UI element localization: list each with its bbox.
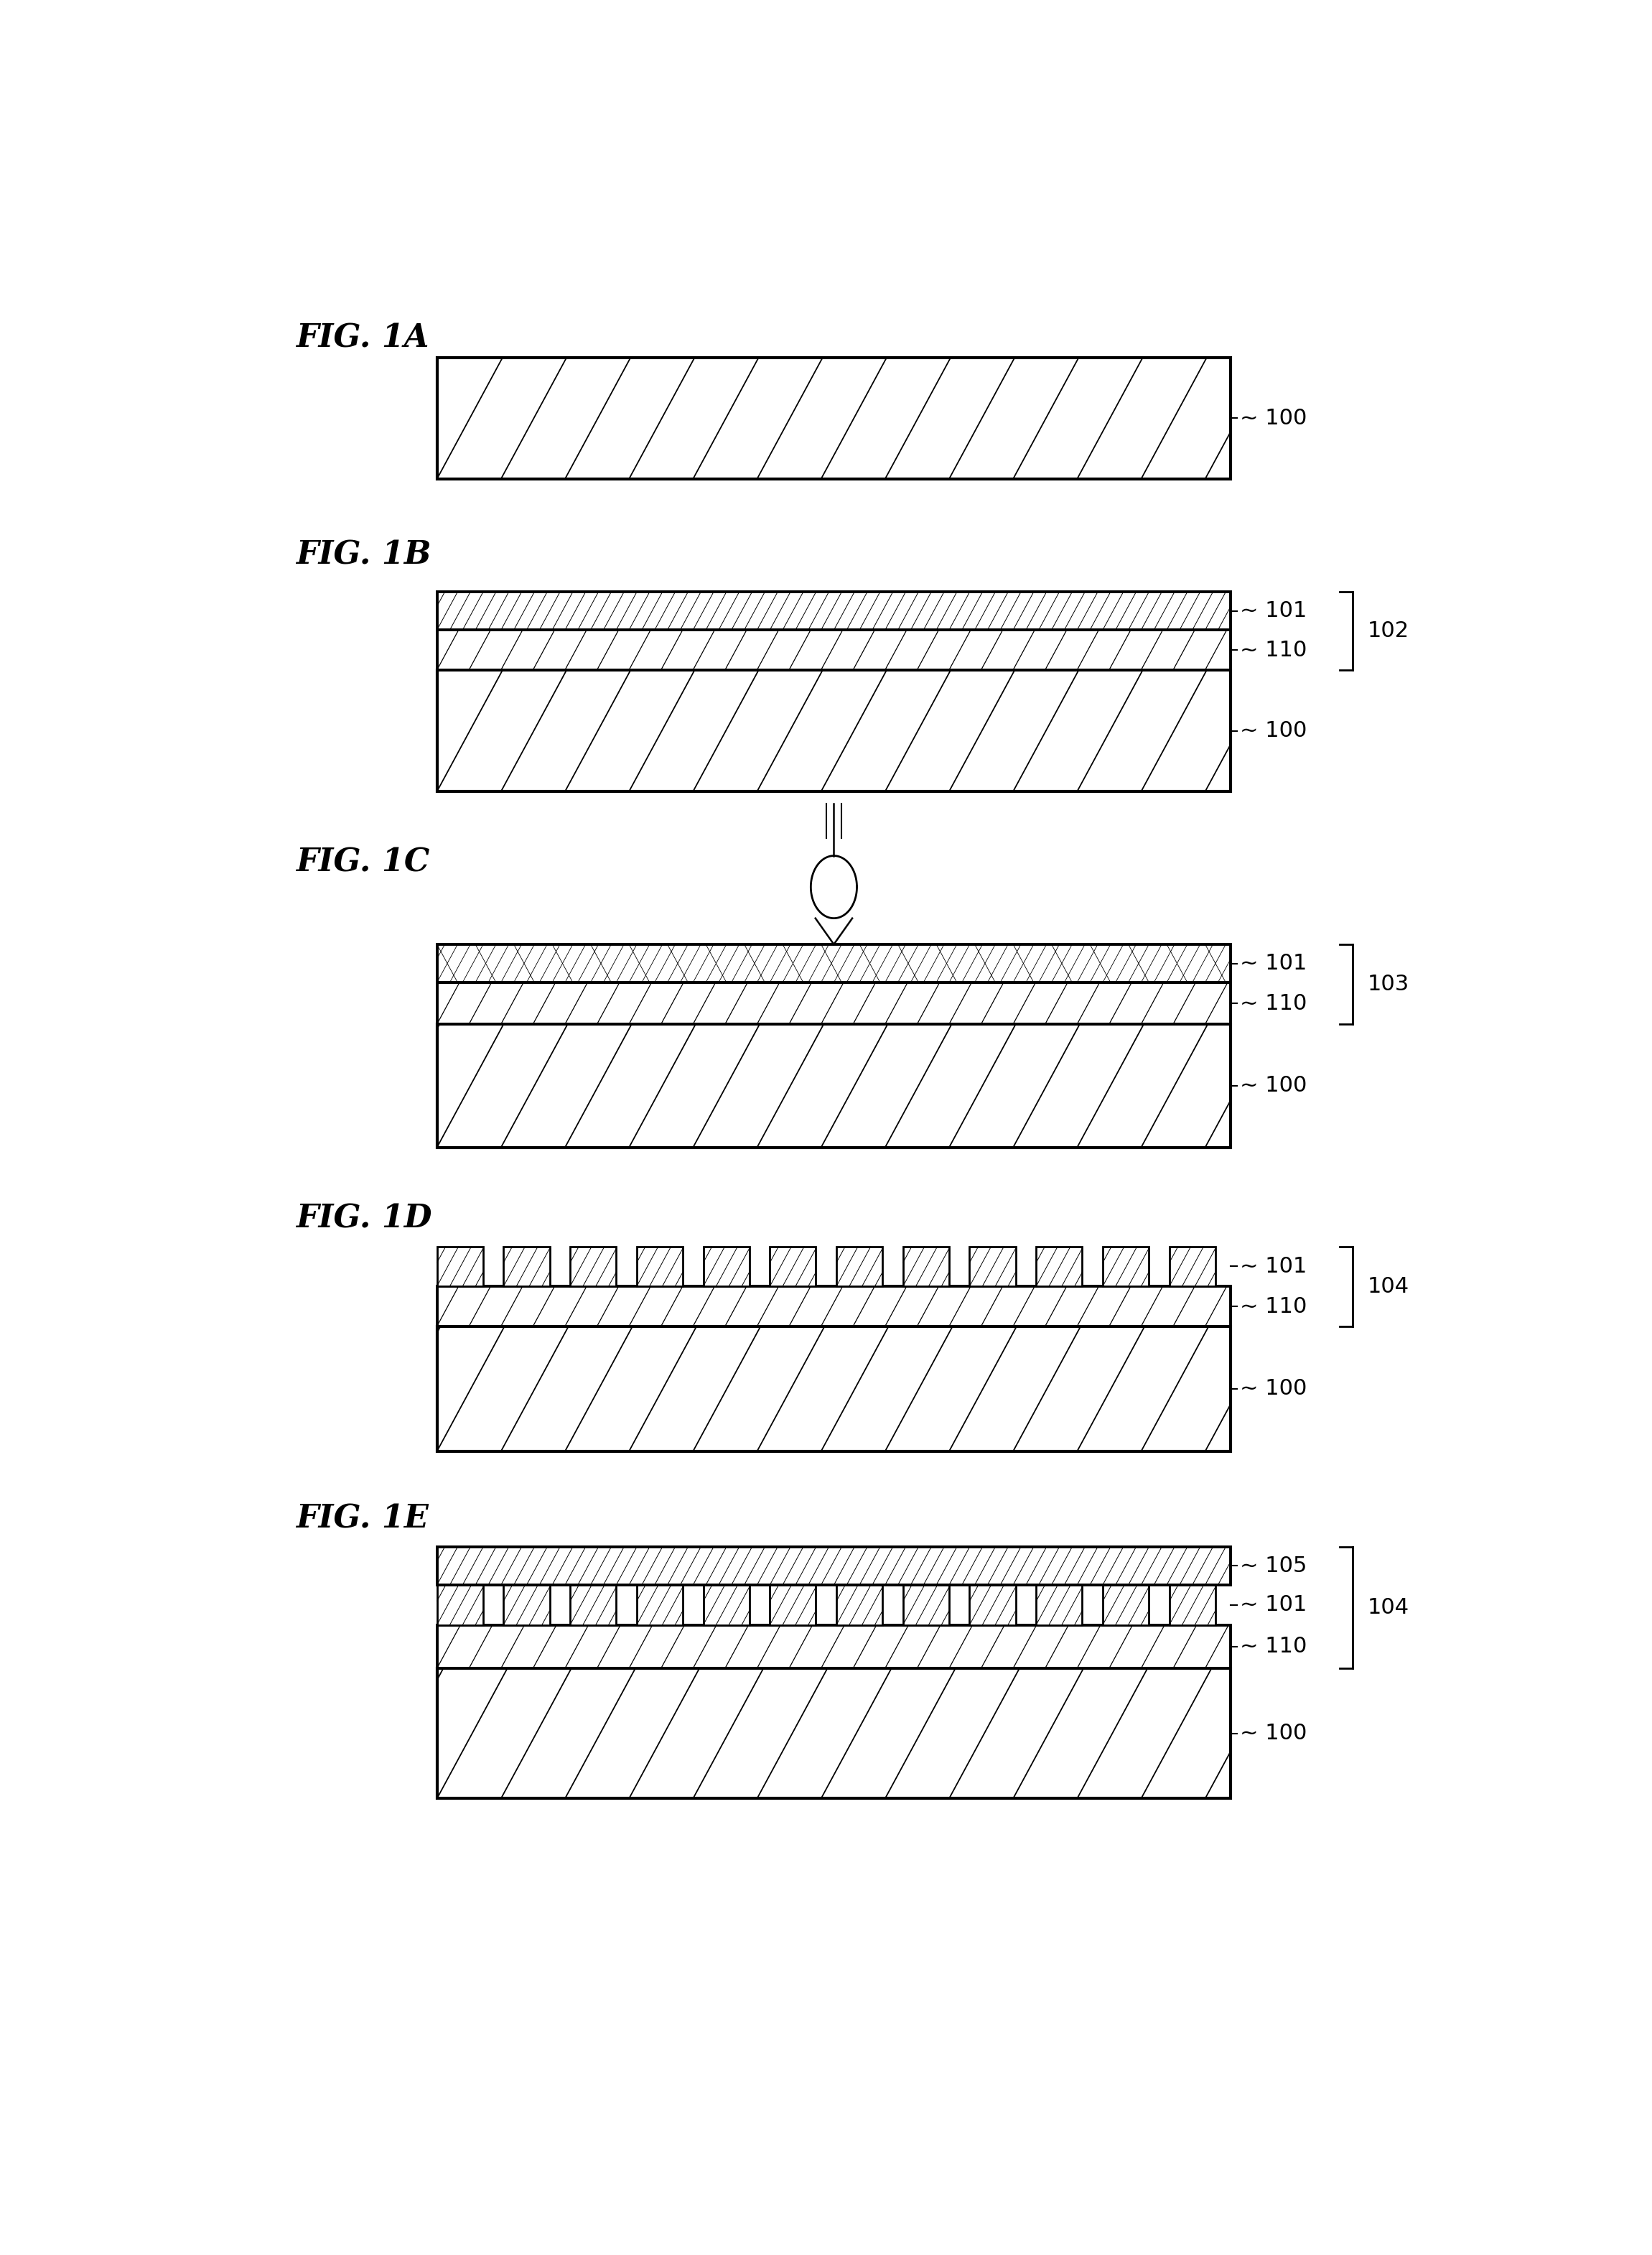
Text: ~ 101: ~ 101 [1239,954,1307,974]
Text: 103: 103 [1368,974,1409,994]
Bar [436,1585,482,1626]
Bar [436,1326,1231,1452]
Bar [1104,1247,1148,1285]
Text: ~ 110: ~ 110 [1239,992,1307,1015]
Text: ~ 101: ~ 101 [1239,1594,1307,1615]
Bar [1104,1585,1148,1626]
Bar [504,1247,550,1285]
Bar [436,670,1231,792]
Text: ~ 101: ~ 101 [1239,1256,1307,1276]
Text: ~ 100: ~ 100 [1239,719,1307,742]
Bar [436,359,1231,478]
Bar [836,1585,882,1626]
Text: ~ 110: ~ 110 [1239,640,1307,661]
Text: ~ 101: ~ 101 [1239,600,1307,622]
Bar [636,1585,682,1626]
Bar [436,629,1231,670]
Bar [1036,1585,1082,1626]
Bar [570,1247,616,1285]
Text: ~ 100: ~ 100 [1239,1076,1307,1096]
Bar [704,1247,750,1285]
Bar [904,1247,948,1285]
Bar [570,1585,616,1626]
Text: 104: 104 [1368,1276,1409,1297]
Bar [770,1247,816,1285]
Text: FIG. 1B: FIG. 1B [296,539,431,571]
Text: FIG. 1C: FIG. 1C [296,848,430,877]
Text: FIG. 1A: FIG. 1A [296,322,430,354]
Bar [436,1669,1231,1799]
Bar [1170,1247,1216,1285]
Bar [704,1585,750,1626]
Text: ~ 110: ~ 110 [1239,1297,1307,1317]
Text: ~ 105: ~ 105 [1239,1556,1307,1576]
Text: ~ 110: ~ 110 [1239,1637,1307,1657]
Bar [436,1626,1231,1669]
Text: ~ 100: ~ 100 [1239,1378,1307,1398]
Bar [436,1024,1231,1148]
Bar [436,1285,1231,1326]
Text: FIG. 1E: FIG. 1E [296,1504,430,1533]
Bar [636,1247,682,1285]
Bar [1036,1247,1082,1285]
Text: 104: 104 [1368,1597,1409,1619]
Bar [770,1585,816,1626]
Text: 102: 102 [1368,620,1409,640]
Text: FIG. 1D: FIG. 1D [296,1202,433,1233]
Bar [436,591,1231,629]
Bar [970,1585,1016,1626]
Text: ~ 100: ~ 100 [1239,1723,1307,1743]
Bar [436,1547,1231,1585]
Bar [504,1585,550,1626]
Bar [436,983,1231,1024]
Bar [1170,1585,1216,1626]
Bar [436,1247,482,1285]
Bar [970,1247,1016,1285]
Bar [904,1585,948,1626]
Bar [436,945,1231,983]
Bar [836,1247,882,1285]
Text: ~ 100: ~ 100 [1239,408,1307,428]
